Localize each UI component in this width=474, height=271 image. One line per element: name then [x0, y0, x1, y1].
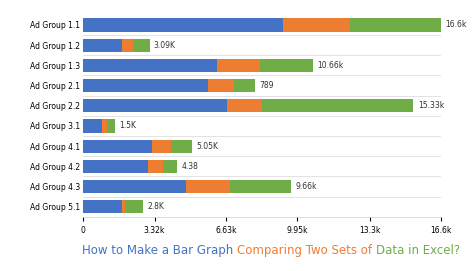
Bar: [83, 79, 208, 92]
Text: 16.6k: 16.6k: [445, 21, 466, 30]
Text: 10.66k: 10.66k: [317, 61, 343, 70]
Text: How to Make a Bar Graph: How to Make a Bar Graph: [82, 244, 237, 257]
Bar: [83, 39, 122, 52]
Bar: [147, 160, 163, 173]
Bar: [83, 200, 122, 213]
Text: 4.38: 4.38: [182, 162, 199, 171]
Text: 15.33k: 15.33k: [418, 101, 444, 110]
Text: 2.8K: 2.8K: [147, 202, 164, 211]
Text: 1.5K: 1.5K: [119, 121, 137, 130]
Bar: [83, 180, 186, 193]
Text: 789: 789: [260, 81, 274, 90]
Text: Data in Excel?: Data in Excel?: [376, 244, 460, 257]
Bar: [163, 160, 177, 173]
Bar: [186, 180, 229, 193]
Bar: [152, 140, 171, 153]
Bar: [83, 140, 152, 153]
Text: 3.09K: 3.09K: [154, 41, 176, 50]
Bar: [83, 160, 147, 173]
Bar: [208, 79, 234, 92]
Bar: [102, 120, 107, 133]
Bar: [234, 79, 255, 92]
Bar: [229, 180, 291, 193]
Bar: [283, 18, 350, 31]
Bar: [260, 59, 313, 72]
Text: 5.05K: 5.05K: [196, 142, 218, 151]
Bar: [83, 59, 217, 72]
Bar: [350, 18, 441, 31]
Text: Comparing Two Sets of: Comparing Two Sets of: [237, 244, 376, 257]
Bar: [217, 59, 260, 72]
Bar: [125, 200, 143, 213]
Text: 9.66k: 9.66k: [295, 182, 317, 191]
Bar: [83, 120, 102, 133]
Bar: [122, 39, 133, 52]
Bar: [133, 39, 150, 52]
Bar: [228, 99, 262, 112]
Bar: [83, 18, 283, 31]
Bar: [262, 99, 413, 112]
Bar: [122, 200, 125, 213]
Bar: [83, 99, 228, 112]
Bar: [107, 120, 115, 133]
Bar: [171, 140, 192, 153]
